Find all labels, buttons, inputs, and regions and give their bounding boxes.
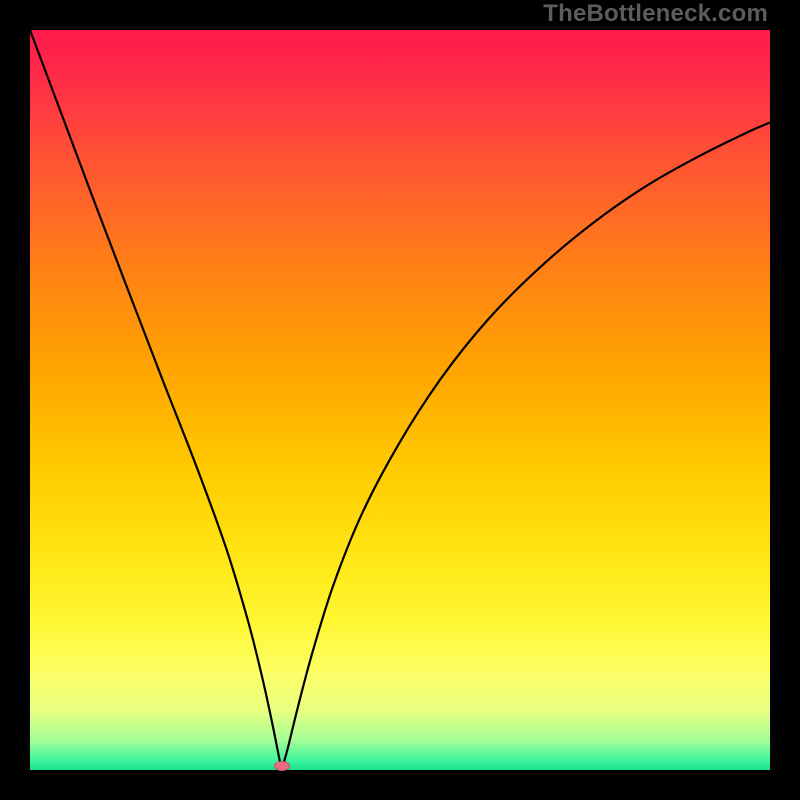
bottleneck-curve [30,30,770,770]
minimum-marker [274,761,290,771]
watermark-label: TheBottleneck.com [543,0,768,28]
chart-frame: TheBottleneck.com [0,0,800,800]
plot-area [30,30,770,770]
